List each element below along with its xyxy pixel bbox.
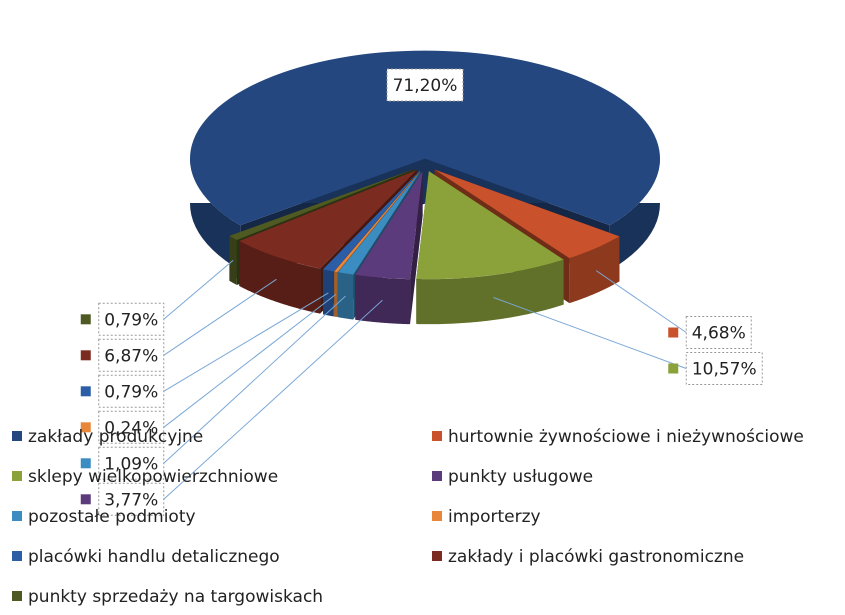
slice-side [322,269,334,317]
slice-side [338,272,354,320]
data-label: 0,24% [104,418,158,438]
label-key [80,494,91,505]
legend-label: zakłady i placówki gastronomiczne [448,547,744,567]
label-box [386,68,464,102]
leader-line [163,293,337,428]
data-label: 3,77% [104,490,158,510]
slice-side [229,235,237,285]
label-box [98,374,165,408]
label-box [98,302,165,336]
legend-label: zakłady produkcyjne [28,427,203,447]
legend-label: hurtownie żywnościowe i nieżywnościowe [448,427,804,447]
label-box [98,410,165,444]
slice-side [334,271,338,318]
data-label: 71,20% [393,76,458,96]
legend-key [432,471,442,481]
label-key [80,350,91,361]
legend-label: sklepy wielkopowierzchniowe [28,467,278,487]
slice-group [416,171,564,325]
label-box [685,316,752,350]
leader-line [163,299,383,500]
slice-side [239,241,321,314]
legend-label: punkty usługowe [448,467,593,487]
label-box [98,338,165,372]
data-label: 0,79% [104,382,158,402]
data-label: 4,68% [692,324,746,344]
pie-slice [322,170,420,272]
label-key [80,458,91,469]
data-label: 1,09% [104,454,158,474]
label-box [98,446,165,480]
label-key [80,386,91,397]
data-label: 0,79% [104,310,158,330]
pie-slice [229,169,415,240]
label-key [80,422,91,433]
data-label: 6,87% [104,346,158,366]
legend-label: importerzy [448,507,541,527]
legend-key [12,551,22,561]
label-box [98,482,165,516]
leader-line [163,278,277,356]
pie-slice [338,171,421,275]
pie-slice [416,171,564,280]
legend-key [432,431,442,441]
legend-key [12,511,22,521]
legend-label: pozostałe podmioty [28,507,196,527]
pie-slice [189,50,660,226]
data-label: 10,57% [692,360,757,380]
slice-side [416,259,564,325]
leader-line [163,260,234,320]
label-key [80,314,91,325]
legend-label: placówki handlu detalicznego [28,547,280,567]
legend-key [12,431,22,441]
leader-line [163,292,329,392]
label-key [668,327,679,338]
legend-key [12,471,22,481]
pie-slice [355,171,423,280]
legend-key [432,511,442,521]
label-key [668,363,679,374]
legend-key [432,551,442,561]
leader-line [163,295,346,464]
pie-slice [239,170,417,269]
leader-line [493,297,687,369]
leader-line [595,270,687,333]
legend-label: punkty sprzedaży na targowiskach [28,587,323,607]
legend-key [12,591,22,601]
pie-slice [334,171,420,273]
slice-side [569,236,620,304]
pie-slice [434,169,620,259]
label-box [685,352,763,386]
